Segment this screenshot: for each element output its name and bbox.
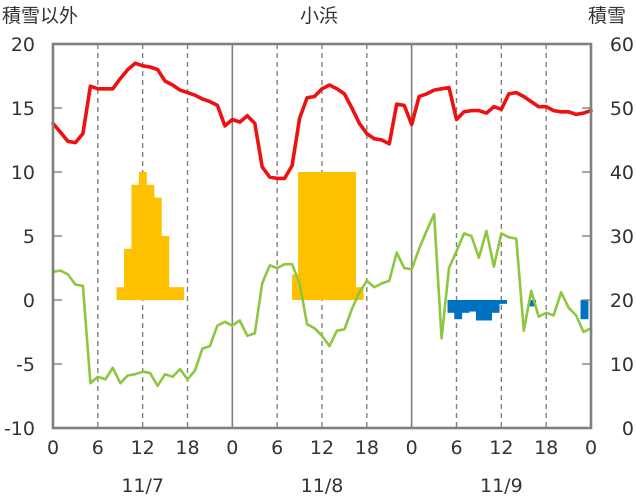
frame-layer <box>51 42 593 430</box>
precipitation-bar <box>298 172 357 300</box>
sunshine-bar <box>528 300 537 307</box>
x-tick-label: 18 <box>355 437 379 459</box>
precipitation-bar <box>123 248 132 300</box>
left-y-tick-label: 5 <box>23 226 35 248</box>
right-y-tick-label: 0 <box>622 418 634 440</box>
right-y-tick-label: 10 <box>610 354 634 376</box>
x-tick-label: 0 <box>47 437 59 459</box>
sunshine-bar <box>499 300 507 304</box>
sunshine-bar <box>469 300 477 312</box>
left-y-tick-label: -5 <box>16 354 35 376</box>
sunshine-bar <box>454 300 463 320</box>
station-title: 小浜 <box>300 5 339 27</box>
precipitation-bar <box>131 184 140 300</box>
sunshine-bar <box>475 300 484 321</box>
lines-layer <box>51 61 593 388</box>
date-label: 11/8 <box>301 475 344 497</box>
x-tick-label: 18 <box>175 437 199 459</box>
precipitation-bar <box>116 287 125 300</box>
x-tick-label: 6 <box>92 437 104 459</box>
precipitation-bar <box>292 274 299 300</box>
plot-frame <box>51 42 593 430</box>
right-y-tick-label: 20 <box>610 290 634 312</box>
left-y-tick-label: 15 <box>11 98 35 120</box>
left-y-tick-label: -10 <box>4 418 35 440</box>
precipitation-bar <box>161 236 170 300</box>
sunshine-bar <box>580 300 589 320</box>
x-tick-label: 0 <box>585 437 597 459</box>
sunshine-bar <box>491 300 500 313</box>
date-label: 11/9 <box>480 475 523 497</box>
bars-layer <box>116 172 589 321</box>
x-tick-label: 12 <box>310 437 334 459</box>
x-tick-label: 12 <box>489 437 513 459</box>
x-tick-label: 0 <box>226 437 238 459</box>
precipitation-bar <box>138 172 147 300</box>
left-y-tick-label: 0 <box>23 290 35 312</box>
x-tick-label: 0 <box>406 437 418 459</box>
sunshine-bar <box>461 300 470 313</box>
precipitation-bar <box>168 287 185 300</box>
wind-line <box>51 212 593 388</box>
sunshine-bar <box>447 300 455 313</box>
right-y-tick-label: 40 <box>610 162 634 184</box>
right-axis-label: 積雪 <box>588 5 627 27</box>
right-y-tick-label: 30 <box>610 226 634 248</box>
left-y-tick-label: 10 <box>11 162 35 184</box>
right-y-tick-label: 50 <box>610 98 634 120</box>
left-axis-label: 積雪以外 <box>2 5 79 27</box>
sunshine-bar <box>483 300 493 321</box>
temperature-line <box>51 61 593 181</box>
precipitation-bar <box>153 197 162 300</box>
x-tick-label: 6 <box>450 437 462 459</box>
right-y-tick-label: 60 <box>610 34 634 56</box>
left-y-tick-label: 20 <box>11 34 35 56</box>
x-tick-label: 18 <box>534 437 558 459</box>
date-label: 11/7 <box>121 475 164 497</box>
precipitation-bar <box>146 184 155 300</box>
x-tick-label: 6 <box>271 437 283 459</box>
grid-layer <box>97 44 547 428</box>
x-tick-label: 12 <box>131 437 155 459</box>
